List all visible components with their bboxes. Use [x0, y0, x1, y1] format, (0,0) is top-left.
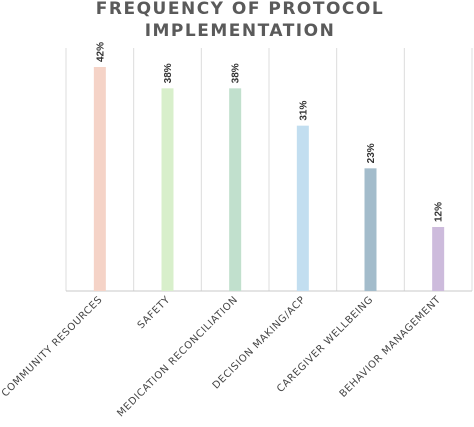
category-label: COMMUNITY RESOURCES	[0, 294, 105, 399]
bar	[93, 67, 106, 291]
data-label: 31%	[298, 101, 309, 121]
bar	[432, 227, 445, 291]
bar	[161, 88, 174, 291]
chart-title-line-1: FREQUENCY OF PROTOCOL	[96, 0, 384, 19]
category-label: MEDICATION RECONCILIATION	[115, 294, 240, 419]
bars	[93, 67, 445, 292]
data-label: 23%	[366, 143, 377, 163]
bar	[364, 168, 377, 291]
data-label: 38%	[231, 63, 242, 83]
labels: 42% COMMUNITY RESOURCES 38% SAFETY 38% MEDICA…	[0, 42, 445, 419]
data-label: 12%	[434, 202, 445, 222]
bar	[296, 125, 309, 292]
data-label: 38%	[163, 63, 174, 83]
bar	[229, 88, 242, 291]
category-label: SAFETY	[136, 294, 173, 331]
data-label: 42%	[95, 42, 106, 62]
gridlines	[65, 48, 473, 292]
chart-title-line-2: IMPLEMENTATION	[145, 21, 336, 41]
